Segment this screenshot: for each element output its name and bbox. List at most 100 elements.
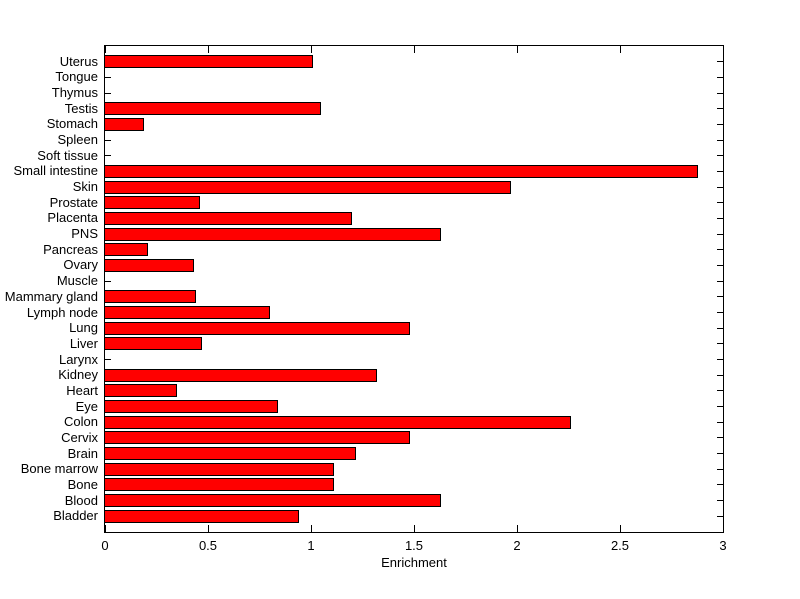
bar-lung [104, 321, 410, 335]
x-tick-bottom [619, 525, 621, 532]
y-tick-right [717, 359, 723, 361]
x-tick-bottom [516, 525, 518, 532]
bar-lymph-node [104, 306, 270, 320]
bar-brain [104, 447, 357, 461]
x-tick-label-0.5: 0.5 [198, 538, 218, 553]
y-tick-label-ovary: Ovary [63, 257, 98, 273]
y-tick-right [717, 343, 723, 345]
y-tick-right [717, 155, 723, 157]
y-tick-label-pns: PNS [71, 226, 98, 242]
x-tick-label-2.5: 2.5 [610, 538, 630, 553]
y-tick-right [717, 139, 723, 141]
y-tick-label-thymus: Thymus [51, 85, 98, 101]
y-tick-label-lymph-node: Lymph node [26, 304, 98, 320]
y-tick-right [717, 264, 723, 266]
y-tick-left [105, 280, 111, 282]
y-tick-right [717, 233, 723, 235]
y-tick-right [717, 76, 723, 78]
y-tick-right [717, 453, 723, 455]
bar-kidney [104, 368, 377, 382]
bar-blood [104, 494, 441, 508]
y-tick-right [717, 390, 723, 392]
y-tick-right [717, 296, 723, 298]
y-tick-left [105, 92, 111, 94]
bar-heart [104, 384, 178, 398]
y-tick-label-bone: Bone [67, 476, 98, 492]
y-tick-right [717, 123, 723, 125]
x-tick-label-1: 1 [307, 538, 315, 553]
y-tick-label-uterus: Uterus [59, 53, 98, 69]
y-tick-right [717, 468, 723, 470]
x-tick-top [310, 46, 312, 53]
y-tick-right [717, 374, 723, 376]
bar-liver [104, 337, 202, 351]
x-tick-label-2: 2 [513, 538, 521, 553]
bar-bladder [104, 509, 299, 523]
y-tick-label-spleen: Spleen [57, 132, 98, 148]
y-tick-label-cervix: Cervix [61, 429, 98, 445]
y-tick-left [105, 359, 111, 361]
x-tick-top [207, 46, 209, 53]
x-tick-bottom [207, 525, 209, 532]
y-tick-left [105, 76, 111, 78]
y-tick-right [717, 92, 723, 94]
bar-skin [104, 180, 511, 194]
y-tick-label-larynx: Larynx [58, 351, 98, 367]
y-tick-right [717, 515, 723, 517]
bar-cervix [104, 431, 410, 445]
x-tick-bottom [104, 525, 106, 532]
y-tick-label-tongue: Tongue [55, 69, 98, 85]
y-tick-label-brain: Brain [67, 445, 98, 461]
y-tick-label-bladder: Bladder [53, 508, 98, 524]
y-tick-label-heart: Heart [66, 382, 98, 398]
bar-bone [104, 478, 334, 492]
x-tick-label-3: 3 [719, 538, 727, 553]
x-tick-top [104, 46, 106, 53]
y-tick-right [717, 327, 723, 329]
y-tick-label-blood: Blood [64, 492, 98, 508]
x-tick-top [413, 46, 415, 53]
bar-placenta [104, 211, 353, 225]
bar-stomach [104, 117, 145, 131]
y-tick-right [717, 217, 723, 219]
y-tick-label-liver: Liver [69, 335, 98, 351]
y-tick-right [717, 61, 723, 63]
y-tick-label-mammary-gland: Mammary gland [4, 288, 98, 304]
y-tick-label-small-intestine: Small intestine [13, 163, 98, 179]
x-tick-label-1.5: 1.5 [404, 538, 424, 553]
bar-pancreas [104, 243, 149, 257]
bar-pns [104, 227, 441, 241]
y-tick-label-lung: Lung [69, 320, 98, 336]
bar-bone-marrow [104, 462, 334, 476]
y-tick-right [717, 249, 723, 251]
bar-eye [104, 400, 279, 414]
bar-small-intestine [104, 164, 699, 178]
y-tick-right [717, 406, 723, 408]
bar-uterus [104, 55, 314, 69]
y-tick-label-colon: Colon [64, 414, 98, 430]
y-tick-right [717, 186, 723, 188]
y-tick-right [717, 500, 723, 502]
bar-prostate [104, 196, 200, 210]
y-tick-label-testis: Testis [64, 100, 98, 116]
y-tick-right [717, 421, 723, 423]
y-tick-label-kidney: Kidney [58, 367, 98, 383]
y-tick-right [717, 280, 723, 282]
y-tick-right [717, 437, 723, 439]
y-tick-left [105, 139, 111, 141]
x-tick-bottom [310, 525, 312, 532]
bar-ovary [104, 258, 194, 272]
x-tick-top [516, 46, 518, 53]
plot-area [104, 45, 724, 533]
x-axis-title: Enrichment [381, 555, 447, 570]
y-tick-label-prostate: Prostate [49, 194, 98, 210]
y-tick-right [717, 108, 723, 110]
y-tick-label-skin: Skin [72, 179, 98, 195]
y-tick-right [717, 202, 723, 204]
y-tick-label-bone-marrow: Bone marrow [20, 461, 98, 477]
x-tick-bottom [413, 525, 415, 532]
y-tick-label-pancreas: Pancreas [43, 241, 98, 257]
bar-mammary-gland [104, 290, 196, 304]
y-tick-left [105, 155, 111, 157]
